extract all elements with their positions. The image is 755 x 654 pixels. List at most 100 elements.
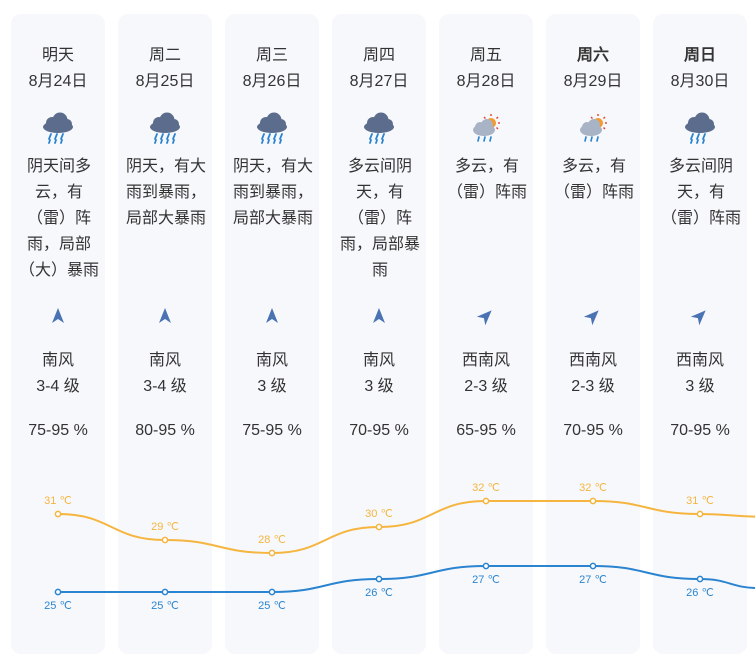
weather-description: 多云，有 （雷）阵雨 xyxy=(552,154,636,206)
wind-direction-icon xyxy=(583,310,599,326)
date-label: 8月28日 xyxy=(456,73,516,90)
cloud-rain-icon xyxy=(364,112,394,144)
weather-description: 阴天，有大雨到暴雨， 局部大暴雨 xyxy=(124,154,208,232)
low-temperature-line xyxy=(58,565,755,593)
low-temperature-point xyxy=(589,562,597,570)
cloud-heavy-rain-icon xyxy=(257,112,287,144)
weather-description: 多云，有 （雷）阵雨 xyxy=(445,154,529,206)
high-temperature-point xyxy=(375,523,383,531)
wind-direction-icon xyxy=(159,308,171,323)
description-line: （雷）阵 xyxy=(26,210,91,227)
description-line: 阴天，有大 xyxy=(125,158,206,175)
high-temperature-point xyxy=(161,536,169,544)
low-temperature-label: 25 ℃ xyxy=(44,600,72,612)
day-of-week: 周五 xyxy=(469,47,502,64)
day-card: 周日 8月30日多云间阴天，有 （雷）阵雨西南风 3 级 70-95 % xyxy=(653,14,747,654)
high-temperature-label: 28 ℃ xyxy=(258,534,286,546)
day-of-week: 周六 xyxy=(576,47,609,64)
day-card: 周三 8月26日 阴天，有大 雨到暴雨， 局部大暴雨 南风 3 级 75-95 % xyxy=(225,14,319,654)
wind-level: 2-3 级 xyxy=(571,378,615,395)
wind-direction: 南风 xyxy=(148,352,181,369)
description-line: （雷）阵雨 xyxy=(553,184,634,201)
low-temperature-label: 26 ℃ xyxy=(365,587,393,599)
weather-description: 阴天，有大 雨到暴雨， 局部大暴雨 xyxy=(231,154,315,232)
cloud-rain-icon xyxy=(685,112,715,144)
description-line: （大）暴雨 xyxy=(18,262,99,279)
description-line: 天，有 xyxy=(355,184,404,201)
high-temperature-point xyxy=(268,549,276,557)
date-label: 8月26日 xyxy=(242,73,302,90)
wind-direction-icon xyxy=(690,310,706,326)
low-temperature-point xyxy=(375,575,383,583)
description-line: 雨 xyxy=(371,262,388,279)
date-label: 8月24日 xyxy=(28,73,88,90)
cloud-rain-icon xyxy=(43,112,73,144)
low-temperature-label: 27 ℃ xyxy=(579,574,607,586)
high-temperature-point xyxy=(482,497,490,505)
wind-level: 3-4 级 xyxy=(143,378,187,395)
date-label: 8月29日 xyxy=(563,73,623,90)
wind-level: 3 级 xyxy=(257,378,287,395)
temperature-chart: 31 ℃ 29 ℃ 28 ℃ 30 ℃ 32 ℃ 32 ℃ 31 ℃ 25 ℃ 25 ℃ 25 ℃… xyxy=(44,482,755,612)
description-line: 雨，局部 xyxy=(26,236,91,253)
weather-description: 多云间阴天，有 （雷）阵雨 xyxy=(659,154,743,232)
day-of-week: 周四 xyxy=(362,47,395,64)
low-temperature-label: 26 ℃ xyxy=(686,587,714,599)
humidity: 75-95 % xyxy=(28,422,88,439)
sun-cloud-rain-icon xyxy=(473,114,500,142)
description-line: （雷）阵雨 xyxy=(446,184,527,201)
humidity: 70-95 % xyxy=(349,422,409,439)
description-line: （雷）阵 xyxy=(347,210,412,227)
humidity: 70-95 % xyxy=(670,422,730,439)
high-temperature-point xyxy=(589,497,597,505)
wind-direction: 西南风 xyxy=(675,352,724,369)
humidity: 75-95 % xyxy=(242,422,302,439)
date-label: 8月30日 xyxy=(670,73,730,90)
description-line: 天，有 xyxy=(676,184,725,201)
high-temperature-point xyxy=(54,510,62,518)
wind-direction-icon xyxy=(373,308,385,323)
weather-description: 阴天间多 云，有 （雷）阵 雨，局部 （大）暴雨 xyxy=(17,154,101,284)
wind-level: 3 级 xyxy=(685,378,715,395)
day-of-week: 周日 xyxy=(683,47,716,64)
day-of-week: 周二 xyxy=(148,47,181,64)
humidity: 70-95 % xyxy=(563,422,623,439)
high-temperature-label: 31 ℃ xyxy=(686,495,714,507)
wind-direction-icon xyxy=(266,308,278,323)
description-line: 局部大暴雨 xyxy=(125,210,206,227)
description-line: 雨到暴雨， xyxy=(125,184,206,201)
wind-level: 3-4 级 xyxy=(36,378,80,395)
day-card: 周四 8月27日多云间阴天，有 （雷）阵雨，局部暴雨南风 3 级 70-95 % xyxy=(332,14,426,654)
description-line: 局部大暴雨 xyxy=(232,210,313,227)
wind-direction: 南风 xyxy=(362,352,395,369)
wind-direction: 西南风 xyxy=(461,352,510,369)
date-label: 8月27日 xyxy=(349,73,409,90)
description-line: 多云，有 xyxy=(561,158,626,175)
low-temperature-label: 25 ℃ xyxy=(151,600,179,612)
high-temperature-label: 31 ℃ xyxy=(44,495,72,507)
low-temperature-label: 25 ℃ xyxy=(258,600,286,612)
high-temperature-label: 32 ℃ xyxy=(579,482,607,494)
high-temperature-label: 30 ℃ xyxy=(365,508,393,520)
wind-level: 2-3 级 xyxy=(464,378,508,395)
day-of-week: 周三 xyxy=(255,47,288,64)
wind-direction: 南风 xyxy=(41,352,74,369)
low-temperature-point xyxy=(54,588,62,596)
low-temperature-label: 27 ℃ xyxy=(472,574,500,586)
low-temperature-point xyxy=(482,562,490,570)
sun-cloud-rain-icon xyxy=(580,114,607,142)
description-line: 多云间阴 xyxy=(668,158,733,175)
description-line: 雨到暴雨， xyxy=(232,184,313,201)
description-line: 多云，有 xyxy=(454,158,519,175)
description-line: 雨，局部暴 xyxy=(339,236,420,253)
description-line: （雷）阵雨 xyxy=(660,210,741,227)
wind-direction: 西南风 xyxy=(568,352,617,369)
day-of-week: 明天 xyxy=(41,47,74,64)
wind-direction-icon xyxy=(476,310,492,326)
description-line: 多云间阴 xyxy=(347,158,412,175)
wind-direction-icon xyxy=(52,308,64,323)
date-label: 8月25日 xyxy=(135,73,195,90)
description-line: 阴天间多 xyxy=(26,158,91,175)
wind-level: 3 级 xyxy=(364,378,394,395)
